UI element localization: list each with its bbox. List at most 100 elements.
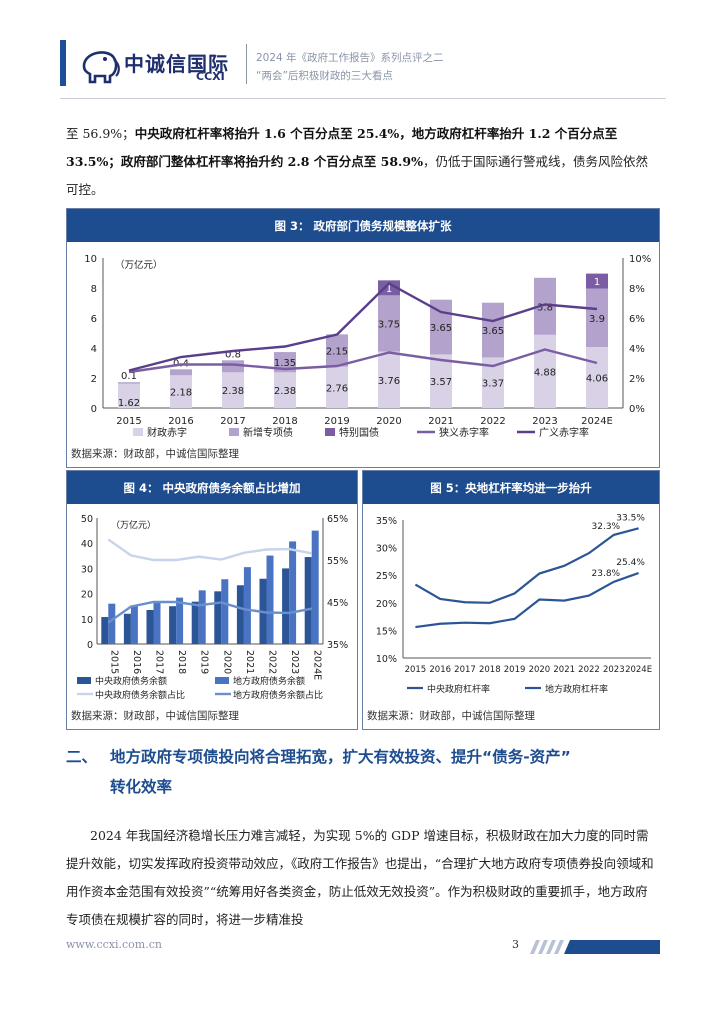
y2-tick-label: 8% <box>629 284 645 295</box>
x-tick-label: 2018 <box>272 416 297 427</box>
section-number: 二、 <box>66 748 98 766</box>
data-label: 1 <box>386 284 392 295</box>
section-title-line1: 地方政府专项债投向将合理拓宽，扩大有效投资、提升“债务-资产” <box>110 748 571 766</box>
figure5-title: 图 5：央地杠杆率均进一步抬升 <box>363 471 659 504</box>
y-tick-label: 8 <box>91 284 97 295</box>
figure5-chart: 10%15%20%25%30%35%2015 2016 2017 2018 2019 20… <box>376 513 652 695</box>
para1-part3: ，仍低于国际通行警戒线，债务风险依然可控。 <box>66 154 648 197</box>
y2-tick-label: 4% <box>629 344 645 355</box>
x-tick-label: 2016 <box>429 665 451 675</box>
y2-tick-label: 35% <box>327 640 348 651</box>
legend-swatch <box>133 428 143 436</box>
figure3-source: 数据来源：财政部，中诚信国际整理 <box>71 448 239 460</box>
bar-财政赤字 <box>222 372 244 408</box>
header-divider <box>246 44 247 84</box>
line-地方政府杠杆率 <box>414 527 639 604</box>
x-tick-label: 2022 <box>480 416 505 427</box>
y-tick-label: 0 <box>87 640 93 651</box>
x-tick-label: 2015 <box>405 665 427 675</box>
y-tick-label: 6 <box>91 314 97 325</box>
bar-central-debt <box>214 591 222 644</box>
x-tick-label: 2017 <box>220 416 245 427</box>
x-tick-label: 2022 <box>578 665 600 675</box>
legend-label: 中央政府杠杆率 <box>427 683 490 695</box>
figure4-panel: 图 4： 中央政府债务余额占比增加 0 10 20 30 40 50 35% 45% 55% 65… <box>66 470 358 730</box>
bar-财政赤字 <box>274 372 296 408</box>
data-label: 3.57 <box>430 377 452 388</box>
paragraph-special-bonds: 2024 年我国经济稳增长压力难言减轻，为实现 5%的 GDP 增速目标，积极财… <box>66 828 654 927</box>
data-label: 1.62 <box>118 398 140 409</box>
y2-tick-label: 65% <box>327 514 348 525</box>
line-地方政府债务余额占比 <box>107 600 312 624</box>
bar-local-debt <box>311 530 319 644</box>
bar-新增专项债 <box>222 360 244 373</box>
bar-local-debt <box>176 597 184 644</box>
data-label: 3.65 <box>430 323 452 334</box>
figure5-source: 数据来源：财政部，中诚信国际整理 <box>367 710 535 722</box>
y-tick-label: 20% <box>376 599 397 610</box>
x-tick-label: 2021 <box>244 650 255 674</box>
legend-label: 新增专项债 <box>243 426 293 439</box>
data-label: 33.5% <box>616 513 645 523</box>
bar-central-debt <box>191 601 199 644</box>
bar-财政赤字 <box>170 375 192 408</box>
line-狭义赤字率 <box>128 348 598 374</box>
y-tick-label: 50 <box>81 514 93 525</box>
legend-swatch <box>77 677 91 684</box>
data-label: 3.75 <box>378 319 400 330</box>
x-tick-label: 2024E <box>625 665 652 675</box>
y2-tick-label: 45% <box>327 598 348 609</box>
unit-label: （万亿元） <box>111 519 156 531</box>
data-label: 2.38 <box>274 386 296 397</box>
bar-local-debt <box>153 602 161 644</box>
y-tick-label: 35% <box>376 516 397 527</box>
data-label: 3.9 <box>589 314 605 325</box>
logo-sub-text: CCXI <box>196 70 225 83</box>
bar-新增专项债 <box>482 302 504 358</box>
x-tick-label: 2015 <box>108 650 119 674</box>
data-label: 2.76 <box>326 383 348 394</box>
bar-central-debt <box>146 609 154 644</box>
legend-swatch <box>325 428 335 436</box>
y-tick-label: 2 <box>91 374 97 385</box>
report-title-line1: 2024 年《政府工作报告》系列点评之二 <box>256 52 444 64</box>
bar-财政赤字 <box>378 351 400 408</box>
bar-central-debt <box>236 585 244 644</box>
x-tick-label: 2023 <box>603 665 625 675</box>
y2-tick-label: 55% <box>327 556 348 567</box>
x-tick-label: 2016 <box>168 416 193 427</box>
header-accent-bar <box>60 40 66 86</box>
data-label: 32.3% <box>592 522 621 532</box>
company-logo: 中诚信国际 CCXI <box>78 42 238 86</box>
y-tick-label: 4 <box>91 344 97 355</box>
data-label: 0.8 <box>225 349 241 360</box>
y2-tick-label: 0% <box>629 404 645 415</box>
y-tick-label: 30% <box>376 544 397 555</box>
data-label: 23.8% <box>592 569 621 579</box>
y-tick-label: 10 <box>84 254 97 265</box>
bar-新增专项债 <box>326 334 348 367</box>
elephant-logo-icon <box>82 51 120 84</box>
header-rule <box>60 98 666 99</box>
bar-local-debt <box>221 579 229 644</box>
line-广义赤字率 <box>128 282 598 372</box>
legend-label: 广义赤字率 <box>539 426 589 439</box>
logo-text: 中诚信国际 <box>124 52 229 76</box>
legend-label: 地方政府债务余额占比 <box>233 689 323 701</box>
para1-bold: 中央政府杠杆率将抬升 1.6 个百分点至 25.4%，地方政府杠杆率抬升 1.2… <box>66 126 618 169</box>
legend-swatch <box>229 428 239 436</box>
paragraph-leverage: 至 56.9%；中央政府杠杆率将抬升 1.6 个百分点至 25.4%，地方政府杠… <box>66 120 660 204</box>
bar-新增专项债 <box>534 277 556 335</box>
bar-central-debt <box>282 568 290 644</box>
bar-local-debt <box>289 541 297 644</box>
x-tick-label: 2020 <box>529 665 551 675</box>
bar-local-debt <box>130 605 138 644</box>
unit-label: （万亿元） <box>115 259 163 271</box>
x-tick-label: 2017 <box>454 665 476 675</box>
bar-新增专项债 <box>378 295 400 352</box>
footer-url[interactable]: www.ccxi.com.cn <box>66 938 162 951</box>
footer-stripe-decoration <box>530 940 660 954</box>
legend-label: 地方政府杠杆率 <box>545 683 608 695</box>
figure3-chart: 0 2 4 6 8 10 0% 2% 4% 6% 8% 10% （万亿元） 1.62 0.1 2015 2.18… <box>84 254 651 439</box>
data-label: 3.8 <box>537 302 553 313</box>
